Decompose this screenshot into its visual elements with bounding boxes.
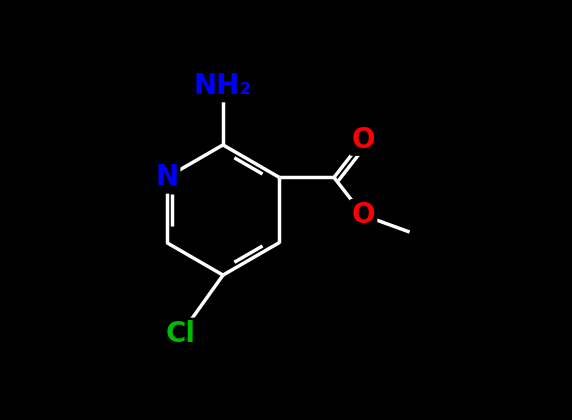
Text: NH₂: NH₂ [194,72,252,100]
Text: Cl: Cl [166,320,196,348]
Text: O: O [352,201,375,229]
Text: N: N [155,163,178,192]
Text: O: O [352,126,375,154]
